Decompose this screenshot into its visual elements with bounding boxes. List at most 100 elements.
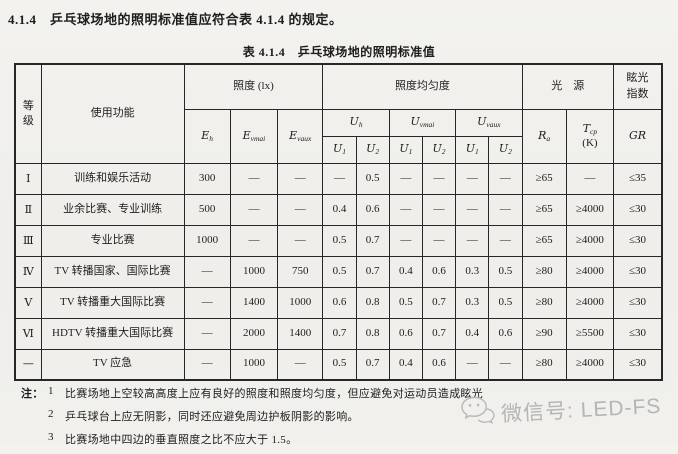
cell: ≤30 <box>613 348 663 381</box>
glare-label: 眩光指数 <box>626 72 649 100</box>
tcp-unit: (K) <box>582 136 598 149</box>
watermark-text: 微信号: LED-FS <box>500 394 662 426</box>
col-header-uvmai: Uvmai <box>388 108 457 137</box>
cell: 0.6 <box>488 317 523 350</box>
cell: — <box>183 348 231 381</box>
note-text: 乒乓球台上应无阴影，同时还应避免周边护板阴影的影响。 <box>65 411 359 423</box>
col-header-grade: 等 级 <box>14 63 42 164</box>
cell: — <box>488 224 523 257</box>
cell: ≥5500 <box>565 317 615 350</box>
cell: — <box>488 193 523 226</box>
cell: ≥80 <box>521 255 567 288</box>
cell: ≥4000 <box>565 193 615 226</box>
cell: — <box>277 162 324 195</box>
cell: ≥65 <box>521 193 567 226</box>
cell: ≤35 <box>613 162 663 195</box>
cell: — <box>421 162 457 195</box>
col-header-evaux: Evaux <box>277 108 324 164</box>
cell: ≥4000 <box>565 286 615 319</box>
col-group-light-source: 光 源 <box>521 63 615 110</box>
cell: 0.4 <box>388 255 423 288</box>
grade-char-2: 级 <box>22 114 34 127</box>
table-row: Ⅵ HDTV 转播重大国际比赛 — 2000 1400 0.7 0.8 0.6 … <box>14 317 663 350</box>
cell: ≥90 <box>521 317 567 350</box>
note-text: 比赛场地中四边的垂直照度之比不应大于 1.5。 <box>65 434 298 446</box>
col-header-usage: 使用功能 <box>40 63 185 164</box>
cell: — <box>388 162 423 195</box>
col-header-evmai: Evmai <box>229 108 279 164</box>
cell: ≤30 <box>613 317 663 350</box>
wechat-icon <box>459 394 497 433</box>
table-row: Ⅲ 专业比赛 1000 — — 0.5 0.7 — — — — ≥65 ≥400… <box>14 224 663 257</box>
cell: 0.7 <box>322 317 357 350</box>
notes-label: 注： <box>21 388 44 400</box>
table-row: Ⅳ TV 转播国家、国际比赛 — 1000 750 0.5 0.7 0.4 0.… <box>14 255 663 288</box>
cell: — <box>421 193 457 226</box>
cell: — <box>229 193 279 226</box>
note-number: 3 <box>48 431 54 443</box>
cell: — <box>488 348 523 381</box>
cell: 0.3 <box>455 286 490 319</box>
cell: — <box>455 348 490 381</box>
col-header-uvaux: Uvaux <box>455 108 523 137</box>
table-row: — TV 应急 — 1000 — 0.5 0.7 0.4 0.6 — — ≥80… <box>14 348 663 381</box>
grade-cell: Ⅰ <box>14 162 42 195</box>
cell: 1000 <box>277 286 324 319</box>
lighting-standards-table: 等 级 使用功能 照度 (lx) 照度均匀度 光 源 眩光指数 Eh Evmai… <box>14 63 663 381</box>
notes-label-spacer <box>21 431 48 447</box>
cell: 0.4 <box>322 193 357 226</box>
usage-cell: 业余比赛、专业训练 <box>40 193 185 226</box>
notes-label-spacer <box>21 408 48 424</box>
cell: 0.5 <box>322 348 357 381</box>
col-group-illuminance: 照度 (lx) <box>183 63 324 110</box>
cell: 1400 <box>277 317 324 350</box>
grade-cell: Ⅲ <box>14 224 42 257</box>
note-number: 2 <box>48 408 54 420</box>
cell: 0.7 <box>355 224 390 257</box>
cell: — <box>277 348 324 381</box>
cell: — <box>455 224 490 257</box>
cell: 0.8 <box>355 317 390 350</box>
cell: 0.5 <box>322 255 357 288</box>
cell: 0.7 <box>421 317 457 350</box>
col-group-uniformity: 照度均匀度 <box>322 63 523 110</box>
usage-cell: 专业比赛 <box>40 224 185 257</box>
usage-cell: TV 转播国家、国际比赛 <box>40 255 185 288</box>
cell: 0.7 <box>355 255 390 288</box>
col-header-tcp: Tcp (K) <box>565 108 615 164</box>
cell: — <box>277 224 324 257</box>
cell: 500 <box>183 193 231 226</box>
grade-cell: Ⅱ <box>14 193 42 226</box>
cell: ≥4000 <box>565 224 615 257</box>
cell: 0.6 <box>421 348 457 381</box>
cell: 0.5 <box>355 162 390 195</box>
cell: 0.7 <box>355 348 390 381</box>
cell: 0.6 <box>388 317 423 350</box>
cell: 300 <box>183 162 231 195</box>
section-heading: 4.1.4 乒乓球场地的照明标准值应符合表 4.1.4 的规定。 <box>8 12 343 27</box>
cell: 750 <box>277 255 324 288</box>
note-number: 1 <box>48 385 54 397</box>
cell: — <box>421 224 457 257</box>
cell: 0.3 <box>455 255 490 288</box>
usage-cell: TV 应急 <box>40 348 185 381</box>
cell: 0.5 <box>322 224 357 257</box>
cell: 0.5 <box>488 286 523 319</box>
cell: — <box>488 162 523 195</box>
notes-block: 注： 1 比赛场地上空较高高度上应有良好的照度和照度均匀度，但应避免对运动员造成… <box>21 385 483 454</box>
cell: 1000 <box>183 224 231 257</box>
col-group-glare: 眩光指数 <box>613 63 663 110</box>
usage-cell: TV 转播重大国际比赛 <box>40 286 185 319</box>
cell: 1000 <box>229 255 279 288</box>
cell: 0.4 <box>455 317 490 350</box>
cell: ≥65 <box>521 162 567 195</box>
cell: ≥80 <box>521 286 567 319</box>
table-row: Ⅴ TV 转播重大国际比赛 — 1400 1000 0.6 0.8 0.5 0.… <box>14 286 663 319</box>
cell: — <box>229 224 279 257</box>
cell: 0.4 <box>388 348 423 381</box>
usage-cell: HDTV 转播重大国际比赛 <box>40 317 185 350</box>
col-header-eh: Eh <box>183 108 231 164</box>
note-line-1: 注： 1 比赛场地上空较高高度上应有良好的照度和照度均匀度，但应避免对运动员造成… <box>21 385 483 401</box>
cell: — <box>183 255 231 288</box>
col-header-uvmai-u1: U1 <box>388 135 423 164</box>
